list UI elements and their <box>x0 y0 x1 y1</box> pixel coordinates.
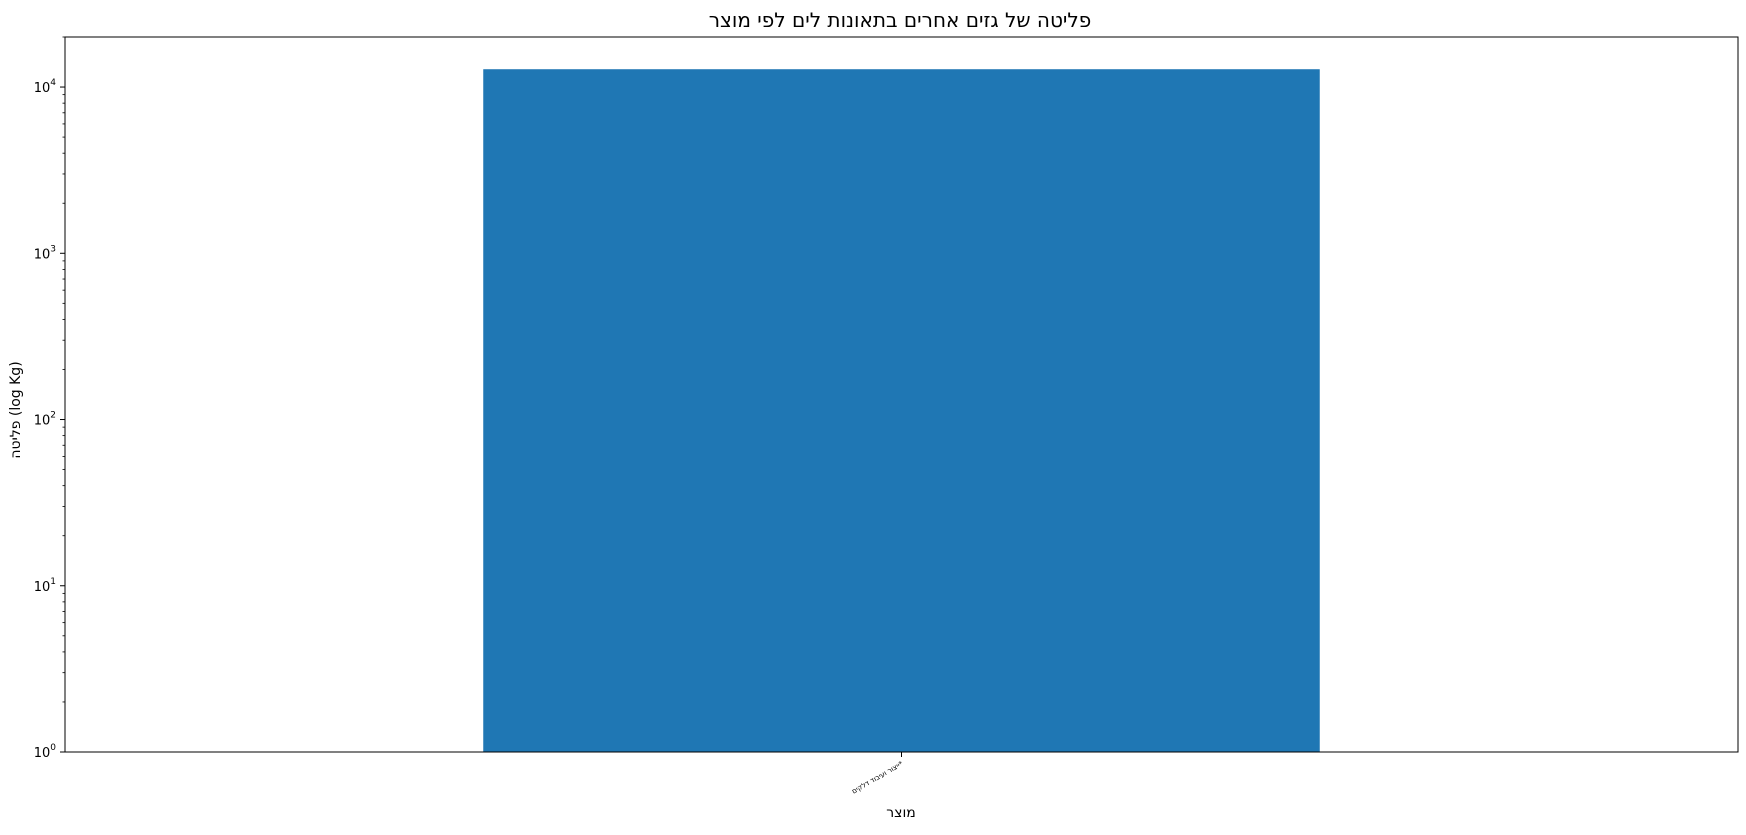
chart-title: פליטה של גזים אחרים בתאונות לים לפי מוצר <box>709 8 1092 32</box>
axes-frame <box>64 36 1739 753</box>
bar-0 <box>483 69 1320 752</box>
y-tick-label-2: 102 <box>34 411 56 429</box>
y-tick-label-0: 100 <box>34 743 57 761</box>
y-tick-label-3: 103 <box>34 244 56 262</box>
x-axis-label: מוצר <box>886 805 916 821</box>
y-tick-label-4: 104 <box>34 78 57 96</box>
y-axis-label: פליטה (log Kg) <box>8 361 24 458</box>
y-tick-label-1: 101 <box>34 577 56 595</box>
